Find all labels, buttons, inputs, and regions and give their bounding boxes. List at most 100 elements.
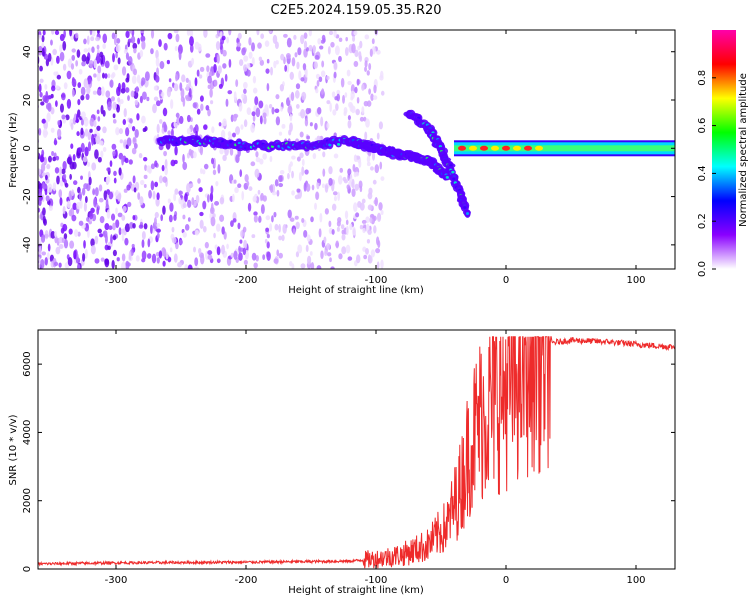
noise-blob [195, 194, 200, 204]
noise-blob [117, 57, 121, 65]
noise-blob [38, 58, 39, 61]
noise-blob [207, 108, 211, 117]
noise-blob [155, 49, 159, 60]
noise-blob [131, 243, 135, 248]
noise-blob [38, 198, 42, 207]
noise-blob [296, 156, 301, 162]
noise-blob [61, 237, 65, 244]
noise-blob [254, 168, 260, 178]
noise-blob [219, 148, 224, 155]
noise-blob [260, 204, 265, 215]
noise-blob [372, 179, 377, 185]
noise-blob [199, 95, 204, 102]
noise-blob [94, 187, 99, 197]
noise-blob [75, 60, 79, 67]
noise-blob [347, 115, 351, 121]
spectrogram-frame [37, 29, 676, 270]
noise-blob [132, 42, 138, 50]
noise-blob [71, 78, 77, 87]
noise-blob [113, 36, 117, 46]
noise-blob [55, 85, 60, 90]
noise-blob [62, 40, 67, 51]
noise-blob [96, 206, 100, 215]
noise-blob [88, 60, 94, 69]
noise-blob [87, 141, 92, 152]
noise-blob [241, 93, 245, 99]
noise-blob [40, 101, 45, 106]
noise-blob [42, 30, 46, 36]
noise-blob [294, 90, 300, 99]
noise-blob [112, 52, 115, 63]
noise-blob [128, 30, 133, 34]
noise-blob [297, 47, 302, 56]
noise-blob [64, 182, 69, 188]
noise-blob [82, 253, 86, 262]
noise-blob [194, 257, 199, 267]
noise-blob [80, 94, 85, 101]
noise-blob [285, 53, 291, 60]
noise-blob [166, 87, 172, 98]
noise-blob [186, 127, 191, 135]
noise-blob [268, 30, 272, 34]
noise-blob [98, 184, 103, 192]
noise-blob [258, 100, 264, 109]
noise-blob [250, 123, 255, 133]
noise-blob [121, 232, 125, 242]
noise-blob [291, 155, 296, 160]
noise-blob [38, 34, 42, 40]
noise-blob [94, 149, 99, 160]
noise-blob [70, 122, 74, 130]
noise-blob [174, 145, 178, 156]
noise-blob [141, 40, 146, 50]
noise-blob [125, 262, 131, 267]
noise-blob [138, 152, 143, 159]
noise-blob [127, 95, 130, 101]
noise-blob [321, 60, 325, 68]
noise-blob [278, 182, 284, 188]
noise-blob [110, 73, 115, 79]
noise-blob [308, 44, 313, 52]
noise-blob [376, 49, 381, 55]
noise-blob [41, 35, 45, 43]
noise-blob [47, 52, 52, 62]
noise-blob [116, 257, 120, 262]
noise-blob [241, 190, 245, 201]
noise-blob [327, 46, 331, 55]
noise-blob [123, 188, 128, 193]
noise-blob [224, 73, 228, 82]
noise-blob [341, 233, 346, 241]
snr-y-tick-label: 2000 [22, 488, 33, 513]
noise-blob [92, 188, 96, 195]
noise-blob [173, 122, 178, 129]
noise-blob [269, 155, 273, 163]
noise-blob [57, 120, 61, 126]
noise-blob [31, 78, 35, 88]
noise-blob [361, 83, 365, 91]
noise-blob [255, 107, 261, 118]
noise-blob [38, 83, 42, 93]
noise-blob [77, 264, 81, 269]
noise-blob [328, 30, 334, 36]
noise-blob [216, 258, 221, 264]
noise-blob [228, 58, 232, 68]
noise-blob [122, 205, 127, 213]
noise-blob [342, 176, 347, 182]
noise-blob [55, 155, 60, 161]
noise-blob [324, 184, 329, 193]
noise-blob [31, 136, 35, 145]
noise-blob [308, 30, 312, 37]
noise-blob [315, 191, 319, 200]
noise-blob [334, 45, 340, 56]
noise-blob [380, 90, 385, 96]
noise-blob [287, 172, 290, 180]
noise-blob [238, 102, 243, 112]
noise-blob [74, 229, 79, 238]
noise-blob [134, 129, 139, 138]
noise-blob [115, 44, 121, 53]
noise-blob [330, 41, 335, 48]
noise-blob [199, 168, 203, 174]
noise-blob [265, 68, 270, 74]
snr-x-tick-label: -300 [105, 575, 128, 586]
noise-blob [316, 80, 320, 87]
noise-blob [361, 219, 367, 225]
